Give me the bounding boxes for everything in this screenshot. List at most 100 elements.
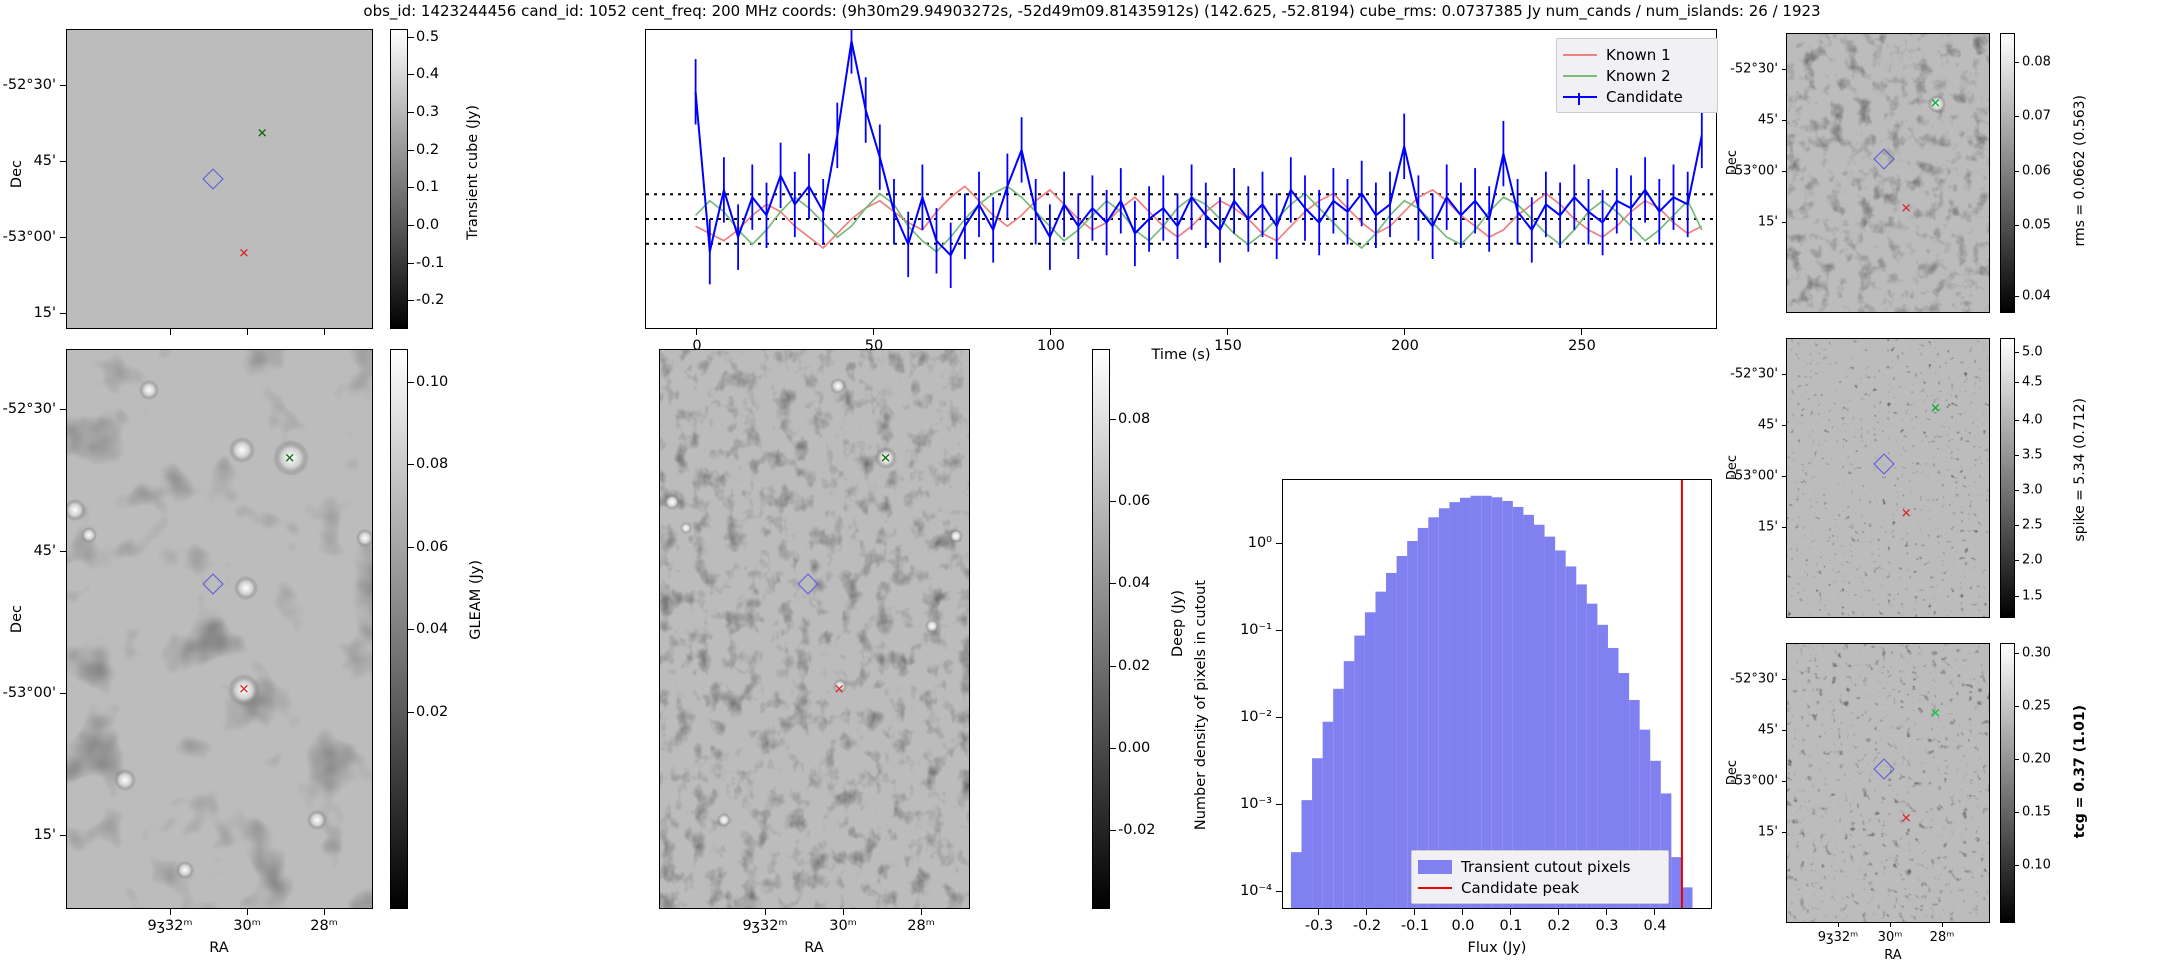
ra-axis-label: RA xyxy=(804,940,824,956)
hist-ytick-3: 10⁻³ xyxy=(1240,796,1272,812)
dec-tick-3: 15' xyxy=(1757,824,1778,840)
cb-tick-0: 5.0 xyxy=(2022,344,2043,360)
dec-tick-3: 15' xyxy=(1757,214,1778,230)
spike-panel[interactable]: ✕ ✕ xyxy=(1786,338,1990,618)
hist-xtick-6: 0.3 xyxy=(1595,918,1619,934)
marker-known1-red: ✕ xyxy=(1900,201,1912,217)
cb-tick-4: 0.1 xyxy=(416,179,440,195)
tcg-colorbar xyxy=(2000,643,2015,923)
cb-tick-0: 0.30 xyxy=(2022,645,2051,661)
legend-label-candidate-peak: Candidate peak xyxy=(1461,878,1580,897)
lightcurve-panel[interactable] xyxy=(645,29,1717,329)
deep-panel[interactable]: ✕ ✕ xyxy=(659,349,970,909)
dec-axis-label: Dec xyxy=(1725,760,1740,786)
dec-tick-1: 45' xyxy=(1757,722,1778,738)
legend-item-candidate: Candidate xyxy=(1563,86,1709,107)
cb-tick-1: 0.06 xyxy=(1118,493,1151,509)
marker-known2-green: ✕ xyxy=(1930,96,1941,111)
marker-known1-red: ✕ xyxy=(833,682,845,698)
dec-axis-label: Dec xyxy=(1725,455,1740,481)
dec-tick-2: -53°00' xyxy=(2,229,56,245)
dec-tick-0: -52°30' xyxy=(2,77,56,93)
dec-tick-3: 15' xyxy=(33,827,56,843)
hist-ytick-1: 10⁻¹ xyxy=(1240,622,1272,638)
dec-axis-label: Dec xyxy=(9,605,25,634)
legend-swatch-known1 xyxy=(1563,53,1597,56)
ra-tick-2: 28ᵐ xyxy=(1929,930,1955,945)
cb-tick-5: 0.0 xyxy=(416,217,440,233)
dec-tick-0: -52°30' xyxy=(1730,671,1778,687)
histogram-x-axis-label: Flux (Jy) xyxy=(1467,940,1527,956)
marker-known1-red: ✕ xyxy=(1900,811,1912,827)
transient-cube-image xyxy=(67,30,372,328)
rms-colorbar-label: rms = 0.0662 (0.563) xyxy=(2072,95,2088,247)
gleam-colorbar-label: GLEAM (Jy) xyxy=(468,560,484,640)
cb-tick-2: 0.06 xyxy=(416,539,449,555)
ra-tick-1: 30ᵐ xyxy=(1877,930,1903,945)
legend-label-cutout-pixels: Transient cutout pixels xyxy=(1461,857,1631,876)
tcg-panel[interactable]: ✕ ✕ xyxy=(1786,643,1990,923)
dec-tick-3: 15' xyxy=(33,305,56,321)
transient-cube-colorbar-label: Transient cube (Jy) xyxy=(465,105,481,240)
cb-tick-1: 0.4 xyxy=(416,66,440,82)
legend-swatch-known2 xyxy=(1563,74,1597,77)
histogram-plot xyxy=(1290,480,1693,908)
hist-ytick-2: 10⁻² xyxy=(1240,709,1272,725)
cb-tick-0: 0.08 xyxy=(1118,411,1151,427)
cb-tick-2: 4.0 xyxy=(2022,412,2043,428)
cb-tick-3: 0.2 xyxy=(416,142,440,158)
rms-panel[interactable]: ✕ ✕ xyxy=(1786,33,1990,313)
hist-xtick-2: -0.1 xyxy=(1400,918,1430,934)
legend-item-candidate-peak: Candidate peak xyxy=(1418,877,1660,898)
spike-image xyxy=(1787,339,1989,617)
spike-colorbar xyxy=(2000,338,2015,618)
dec-tick-2: -53°00' xyxy=(1730,468,1778,484)
cb-tick-4: 3.0 xyxy=(2022,482,2043,498)
cb-tick-0: 0.10 xyxy=(416,374,449,390)
dec-axis-label: Dec xyxy=(1725,150,1740,176)
ra-tick-0: 9ʒ32ᵐ xyxy=(742,918,788,934)
transient-cube-panel[interactable]: ✕ ✕ xyxy=(66,29,373,329)
cb-tick-2: 0.3 xyxy=(416,104,440,120)
spike-colorbar-label: spike = 5.34 (0.712) xyxy=(2072,398,2088,542)
transient-cube-colorbar xyxy=(390,29,408,329)
dec-tick-2: -53°00' xyxy=(2,685,56,701)
errorbar-cap-icon xyxy=(1578,92,1581,105)
ra-tick-1: 30ᵐ xyxy=(233,918,261,934)
cb-tick-2: 0.20 xyxy=(2022,751,2051,767)
hist-xtick-5: 0.2 xyxy=(1547,918,1571,934)
gleam-colorbar xyxy=(390,349,408,909)
dec-axis-label: Dec xyxy=(9,160,25,189)
legend-item-known1: Known 1 xyxy=(1563,44,1709,65)
ra-tick-2: 28ᵐ xyxy=(310,918,338,934)
cb-tick-5: -0.02 xyxy=(1118,822,1156,838)
dec-tick-1: 45' xyxy=(33,543,56,559)
ra-tick-0: 9ʒ32ᵐ xyxy=(1817,930,1859,945)
legend-label-candidate: Candidate xyxy=(1606,87,1683,106)
ra-axis-label: RA xyxy=(1884,948,1902,963)
time-tick-2: 100 xyxy=(1037,338,1065,354)
cb-tick-1: 0.07 xyxy=(2022,108,2051,124)
hist-xtick-4: 0.1 xyxy=(1499,918,1523,934)
histogram-y-axis-label: Number density of pixels in cutout xyxy=(1193,580,1209,831)
cb-tick-6: 2.0 xyxy=(2022,552,2043,568)
deep-colorbar xyxy=(1092,349,1110,909)
cb-tick-0: 0.5 xyxy=(416,29,440,45)
legend-swatch-candidate xyxy=(1563,92,1597,105)
hist-xtick-1: -0.2 xyxy=(1352,918,1382,934)
dec-tick-0: -52°30' xyxy=(1730,366,1778,382)
gleam-panel[interactable]: ✕ ✕ xyxy=(66,349,373,909)
lightcurve-legend: Known 1 Known 2 Candidate xyxy=(1556,38,1718,113)
cb-tick-4: 0.10 xyxy=(2022,857,2051,873)
page-title: obs_id: 1423244456 cand_id: 1052 cent_fr… xyxy=(363,2,1821,20)
tcg-image xyxy=(1787,644,1989,922)
cb-tick-6: -0.1 xyxy=(416,255,445,271)
hist-ytick-4: 10⁻⁴ xyxy=(1240,883,1272,899)
tcg-colorbar-label: tcg = 0.37 (1.01) xyxy=(2072,705,2088,839)
histogram-panel[interactable] xyxy=(1282,479,1712,909)
cb-tick-3: 3.5 xyxy=(2022,447,2043,463)
legend-label-known2: Known 2 xyxy=(1606,66,1671,85)
hist-xtick-7: 0.4 xyxy=(1643,918,1667,934)
cb-tick-1: 0.25 xyxy=(2022,698,2051,714)
dec-tick-2: -53°00' xyxy=(1730,163,1778,179)
